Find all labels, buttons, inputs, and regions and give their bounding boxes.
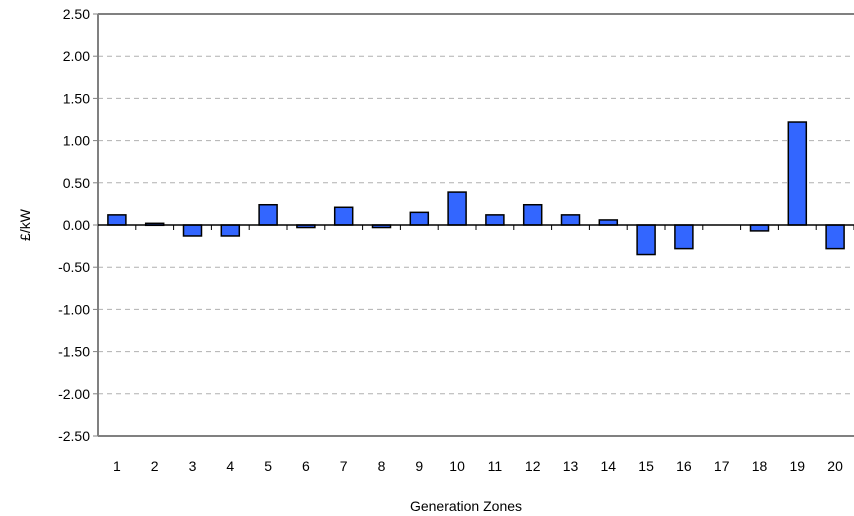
x-tick-label: 19 bbox=[790, 458, 806, 474]
bar-zone-9 bbox=[409, 211, 430, 226]
bars bbox=[107, 121, 845, 256]
y-tick-label: 0.00 bbox=[63, 217, 90, 233]
bar-zone-3 bbox=[182, 224, 203, 237]
x-tick-label: 10 bbox=[449, 458, 465, 474]
x-tick-label: 9 bbox=[415, 458, 423, 474]
x-tick-label: 14 bbox=[601, 458, 617, 474]
y-tick-label: 2.50 bbox=[63, 6, 90, 22]
bar-zone-19 bbox=[787, 121, 808, 226]
bar-zone-14 bbox=[598, 219, 619, 226]
bar-zone-18 bbox=[749, 224, 770, 232]
y-tick-label: 2.00 bbox=[63, 48, 90, 64]
bar-zone-13 bbox=[560, 214, 581, 226]
x-tick-label: 11 bbox=[488, 458, 503, 474]
bar-zone-4 bbox=[220, 224, 241, 237]
y-tick-label: -1.50 bbox=[58, 344, 90, 360]
x-tick-labels: 1 2 3 4 5 6 7 8 9 10 11 12 13 14 15 16 17 18 19 20 bbox=[113, 225, 854, 474]
x-tick-label: 15 bbox=[638, 458, 654, 474]
bar-zone-16 bbox=[674, 224, 694, 250]
x-tick-label: 18 bbox=[752, 458, 768, 474]
bar-zone-1 bbox=[107, 214, 127, 226]
y-tick-label: 1.00 bbox=[63, 133, 90, 149]
x-tick-label: 6 bbox=[302, 458, 310, 474]
bar-zone-10 bbox=[447, 191, 467, 226]
y-tick-label: 1.50 bbox=[63, 90, 90, 106]
y-tick-label: 0.50 bbox=[63, 175, 90, 191]
x-tick-label: 5 bbox=[264, 458, 272, 474]
x-tick-label: 13 bbox=[563, 458, 579, 474]
gridlines bbox=[93, 13, 854, 437]
x-tick-label: 17 bbox=[714, 458, 730, 474]
x-tick-label: 4 bbox=[226, 458, 234, 474]
bar-zone-7 bbox=[333, 206, 354, 226]
x-axis-title: Generation Zones bbox=[410, 498, 522, 514]
x-tick-label: 16 bbox=[676, 458, 692, 474]
y-tick-label: -2.50 bbox=[58, 428, 90, 444]
x-tick-label: 8 bbox=[378, 458, 386, 474]
y-tick-label: -2.00 bbox=[58, 386, 90, 402]
x-tick-label: 2 bbox=[151, 458, 159, 474]
bar-zone-15 bbox=[636, 224, 656, 256]
x-tick-label: 1 bbox=[113, 458, 121, 474]
x-tick-label: 20 bbox=[827, 458, 843, 474]
bar-zone-11 bbox=[485, 214, 505, 226]
x-tick-label: 12 bbox=[525, 458, 541, 474]
bar-zone-12 bbox=[522, 203, 543, 226]
y-tick-labels: -2.50 -2.00 -1.50 -1.00 -0.50 0.00 0.50 1.00 1.5… bbox=[58, 6, 90, 444]
x-tick-label: 3 bbox=[189, 458, 197, 474]
x-tick-label: 7 bbox=[340, 458, 348, 474]
y-tick-label: -1.00 bbox=[58, 301, 90, 317]
y-axis-title: £/kW bbox=[17, 208, 33, 241]
bar-zone-20 bbox=[825, 224, 845, 250]
y-tick-label: -0.50 bbox=[58, 259, 90, 275]
bar-zone-5 bbox=[258, 203, 278, 226]
